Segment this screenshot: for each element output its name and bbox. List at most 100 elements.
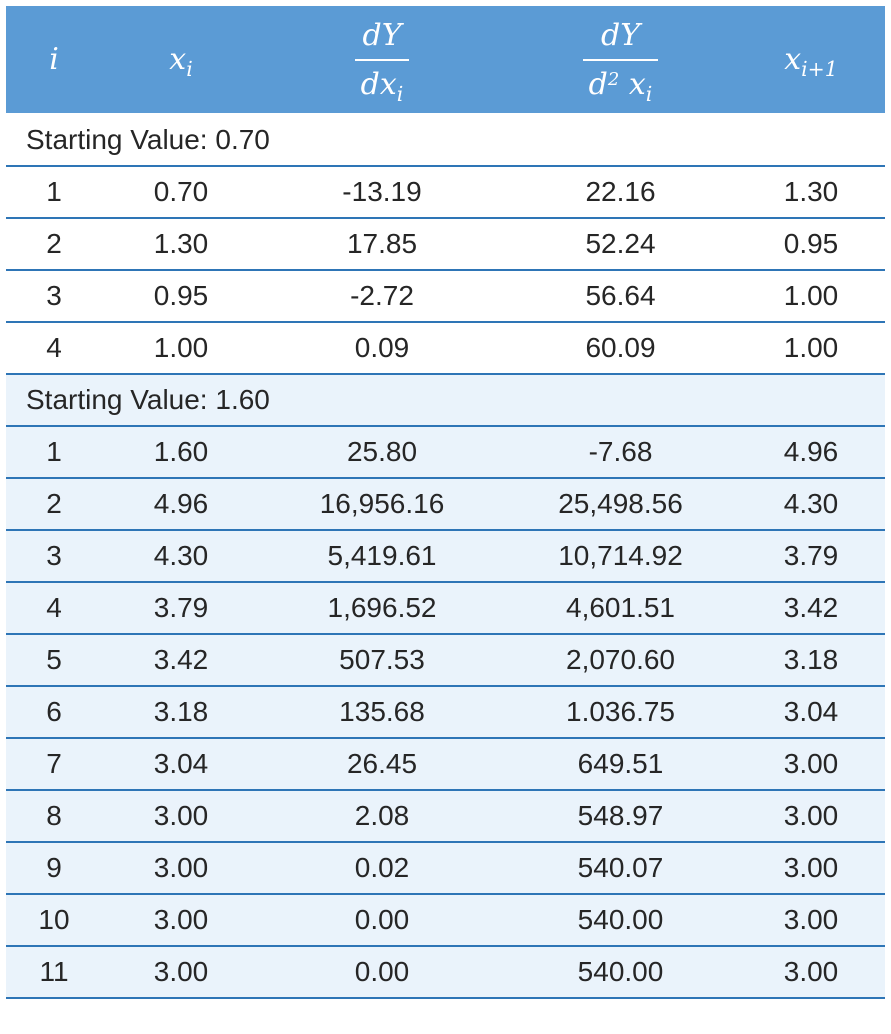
cell-first-derivative: 16,956.16 [260, 478, 504, 531]
group-starting-070: Starting Value: 0.70 1 0.70 -13.19 22.16 1.30… [6, 114, 885, 375]
cell-i: 9 [6, 842, 102, 895]
cell-x: 1.30 [102, 218, 260, 271]
cell-second-derivative: 10,714.92 [504, 530, 737, 583]
starting-value-label: Starting Value: 1.60 [6, 374, 885, 427]
cell-second-derivative: 4,601.51 [504, 582, 737, 635]
cell-first-derivative: 0.09 [260, 322, 504, 375]
table-row: 7 3.04 26.45 649.51 3.00 [6, 738, 885, 791]
table-row: 10 3.00 0.00 540.00 3.00 [6, 894, 885, 947]
cell-first-derivative: 1,696.52 [260, 582, 504, 635]
cell-second-derivative: 60.09 [504, 322, 737, 375]
second-derivative-den-x: x [628, 66, 646, 102]
table-row: 6 3.18 135.68 1.036.75 3.04 [6, 686, 885, 739]
cell-second-derivative: 56.64 [504, 270, 737, 323]
cell-second-derivative: 1.036.75 [504, 686, 737, 739]
table-row: 11 3.00 0.00 540.00 3.00 [6, 946, 885, 999]
newton-iteration-table: i xi dY dxi dY d2 xi xi+1 Starting Value… [6, 6, 885, 999]
table-row: 5 3.42 507.53 2,070.60 3.18 [6, 634, 885, 687]
table-row: 3 4.30 5,419.61 10,714.92 3.79 [6, 530, 885, 583]
cell-second-derivative: 540.07 [504, 842, 737, 895]
header-x-next-text: x [784, 42, 802, 77]
table-row: 1 0.70 -13.19 22.16 1.30 [6, 166, 885, 219]
cell-i: 10 [6, 894, 102, 947]
header-i: i [6, 6, 102, 115]
cell-first-derivative: -2.72 [260, 270, 504, 323]
cell-x-next: 0.95 [737, 218, 885, 271]
first-derivative-fraction: dY dxi [354, 18, 410, 104]
cell-i: 7 [6, 738, 102, 791]
header-x-text: x [169, 42, 187, 77]
table-header: i xi dY dxi dY d2 xi xi+1 [6, 6, 885, 115]
cell-x: 1.00 [102, 322, 260, 375]
header-x-sub: i [186, 57, 193, 82]
cell-x-next: 3.00 [737, 894, 885, 947]
cell-i: 5 [6, 634, 102, 687]
cell-first-derivative: 25.80 [260, 426, 504, 479]
first-derivative-den-sub: i [396, 81, 404, 106]
header-first-derivative: dY dxi [260, 6, 504, 115]
header-x-next-sub: i+1 [801, 57, 838, 82]
cell-x: 4.96 [102, 478, 260, 531]
cell-i: 1 [6, 426, 102, 479]
first-derivative-numerator: dY [354, 18, 410, 61]
cell-i: 4 [6, 322, 102, 375]
first-derivative-den-text: dx [360, 66, 397, 102]
cell-second-derivative: 2,070.60 [504, 634, 737, 687]
cell-x-next: 3.79 [737, 530, 885, 583]
cell-i: 2 [6, 478, 102, 531]
table-row: 8 3.00 2.08 548.97 3.00 [6, 790, 885, 843]
cell-x-next: 3.04 [737, 686, 885, 739]
cell-x-next: 1.30 [737, 166, 885, 219]
second-derivative-denominator: d2 xi [583, 61, 659, 104]
cell-first-derivative: 507.53 [260, 634, 504, 687]
cell-x: 3.00 [102, 894, 260, 947]
cell-i: 2 [6, 218, 102, 271]
cell-i: 4 [6, 582, 102, 635]
cell-x-next: 4.96 [737, 426, 885, 479]
cell-second-derivative: 52.24 [504, 218, 737, 271]
second-derivative-den-d: d [588, 66, 608, 102]
cell-x: 0.95 [102, 270, 260, 323]
second-derivative-fraction: dY d2 xi [582, 18, 659, 104]
table-row: 2 1.30 17.85 52.24 0.95 [6, 218, 885, 271]
second-derivative-numerator: dY [582, 18, 659, 61]
cell-first-derivative: -13.19 [260, 166, 504, 219]
cell-x-next: 3.00 [737, 790, 885, 843]
table-row: 1 1.60 25.80 -7.68 4.96 [6, 426, 885, 479]
cell-first-derivative: 17.85 [260, 218, 504, 271]
cell-x: 4.30 [102, 530, 260, 583]
cell-i: 8 [6, 790, 102, 843]
cell-x: 3.00 [102, 790, 260, 843]
cell-first-derivative: 2.08 [260, 790, 504, 843]
header-x: xi [102, 6, 260, 115]
cell-x-next: 1.00 [737, 270, 885, 323]
header-i-text: i [49, 42, 59, 77]
cell-x: 3.00 [102, 842, 260, 895]
table-row: 4 1.00 0.09 60.09 1.00 [6, 322, 885, 375]
cell-x-next: 3.00 [737, 738, 885, 791]
first-derivative-denominator: dxi [355, 61, 410, 104]
starting-value-row: Starting Value: 1.60 [6, 374, 885, 427]
starting-value-label: Starting Value: 0.70 [6, 114, 885, 167]
cell-x: 3.79 [102, 582, 260, 635]
cell-first-derivative: 5,419.61 [260, 530, 504, 583]
header-x-next: xi+1 [737, 6, 885, 115]
cell-x-next: 3.18 [737, 634, 885, 687]
cell-x: 0.70 [102, 166, 260, 219]
table-row: 2 4.96 16,956.16 25,498.56 4.30 [6, 478, 885, 531]
cell-i: 11 [6, 946, 102, 999]
cell-i: 1 [6, 166, 102, 219]
cell-x: 3.00 [102, 946, 260, 999]
cell-x-next: 4.30 [737, 478, 885, 531]
cell-x-next: 1.00 [737, 322, 885, 375]
cell-second-derivative: 540.00 [504, 946, 737, 999]
cell-x: 3.42 [102, 634, 260, 687]
cell-second-derivative: 540.00 [504, 894, 737, 947]
cell-first-derivative: 26.45 [260, 738, 504, 791]
cell-i: 6 [6, 686, 102, 739]
table-row: 3 0.95 -2.72 56.64 1.00 [6, 270, 885, 323]
starting-value-row: Starting Value: 0.70 [6, 114, 885, 167]
cell-i: 3 [6, 530, 102, 583]
table-row: 9 3.00 0.02 540.07 3.00 [6, 842, 885, 895]
header-second-derivative: dY d2 xi [504, 6, 737, 115]
